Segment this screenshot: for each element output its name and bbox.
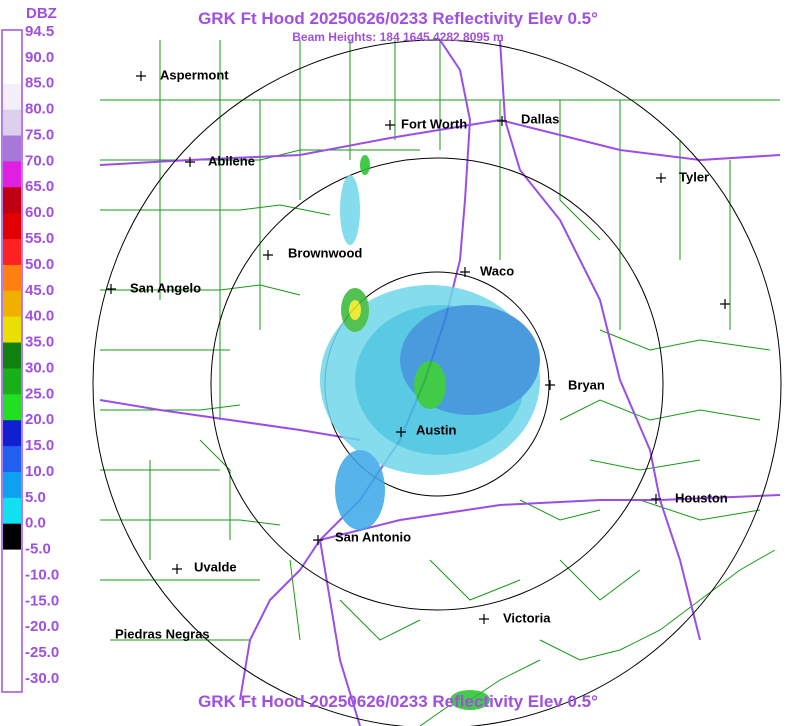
- legend-label: 94.5: [25, 23, 54, 40]
- footer-title: GRK Ft Hood 20250626/0233 Reflectivity E…: [198, 692, 598, 711]
- legend-label: 60.0: [25, 204, 54, 221]
- legend-band: [3, 109, 21, 137]
- legend-label: 25.0: [25, 385, 54, 402]
- legend-label: 10.0: [25, 463, 54, 480]
- city-label: Uvalde: [194, 559, 237, 574]
- legend-band: [3, 446, 21, 473]
- legend-band: [3, 653, 21, 680]
- legend-label: 35.0: [25, 334, 54, 351]
- legend-label: 45.0: [25, 282, 54, 299]
- title: GRK Ft Hood 20250626/0233 Reflectivity E…: [198, 9, 598, 28]
- city-label: Aspermont: [160, 67, 229, 82]
- range-rings: [92, 39, 782, 726]
- legend-band: [3, 161, 21, 188]
- city-label: Waco: [480, 263, 514, 278]
- legend-label: 5.0: [25, 489, 46, 506]
- legend-label: 80.0: [25, 101, 54, 118]
- legend-band: [3, 32, 21, 59]
- legend-label: 15.0: [25, 437, 54, 454]
- city-label: Victoria: [503, 610, 551, 625]
- legend-unit: DBZ: [26, 5, 57, 22]
- legend-band: [3, 394, 21, 421]
- legend-label: -30.0: [25, 670, 59, 687]
- legend-label: 20.0: [25, 411, 54, 428]
- legend-label: -10.0: [25, 566, 59, 583]
- legend-label: -20.0: [25, 618, 59, 635]
- legend-label: 50.0: [25, 256, 54, 273]
- legend-band: [3, 57, 21, 85]
- city-label: Brownwood: [288, 245, 362, 260]
- color-legend: DBZ 94.5 90.0 85.0 80.0 75.0 70.0 65.0 60.0 55.0…: [1, 5, 59, 693]
- legend-band: [3, 239, 21, 266]
- subtitle: Beam Heights: 184 1645 4282 8095 m: [292, 30, 503, 44]
- city-label: Tyler: [679, 169, 709, 184]
- legend-band: [3, 368, 21, 395]
- legend-frame: [1, 29, 23, 693]
- legend-label: 40.0: [25, 308, 54, 325]
- legend-band: [3, 601, 21, 628]
- legend-band: [3, 342, 21, 369]
- legend-label: 0.0: [25, 515, 46, 532]
- city-label: San Angelo: [130, 280, 201, 295]
- city-label: Piedras Negras: [115, 626, 210, 641]
- legend-band: [3, 264, 21, 292]
- city-label: Fort Worth: [401, 116, 467, 131]
- city-label: Bryan: [568, 377, 605, 392]
- legend-label: -5.0: [25, 541, 51, 558]
- city-labels: Aspermont Fort Worth Dallas Abilene Tyle…: [115, 67, 728, 641]
- legend-band: [3, 575, 21, 602]
- radar-echoes: [320, 155, 540, 710]
- legend-band: [3, 471, 21, 499]
- legend-label: 75.0: [25, 126, 54, 143]
- legend-band: [3, 316, 21, 344]
- legend-band: [3, 497, 21, 525]
- legend-band: [3, 187, 21, 214]
- legend-band: [3, 627, 21, 654]
- city-label: Dallas: [521, 111, 559, 126]
- legend-label: 55.0: [25, 230, 54, 247]
- city-label: Houston: [675, 490, 728, 505]
- legend-band: [3, 83, 21, 111]
- legend-label: -25.0: [25, 644, 59, 661]
- city-markers: [106, 71, 730, 624]
- legend-band: [3, 135, 21, 162]
- legend-label: 30.0: [25, 359, 54, 376]
- legend-band: [3, 549, 21, 576]
- legend-label: 90.0: [25, 49, 54, 66]
- legend-band: [3, 290, 21, 318]
- legend-label: 65.0: [25, 178, 54, 195]
- city-label: Abilene: [208, 153, 255, 168]
- city-label: San Antonio: [335, 529, 411, 544]
- legend-label: -15.0: [25, 592, 59, 609]
- legend-band: [3, 420, 21, 447]
- legend-label: 70.0: [25, 152, 54, 169]
- legend-band: [3, 213, 21, 240]
- legend-band: [3, 523, 21, 551]
- legend-label: 85.0: [25, 75, 54, 92]
- city-label: Austin: [416, 422, 457, 437]
